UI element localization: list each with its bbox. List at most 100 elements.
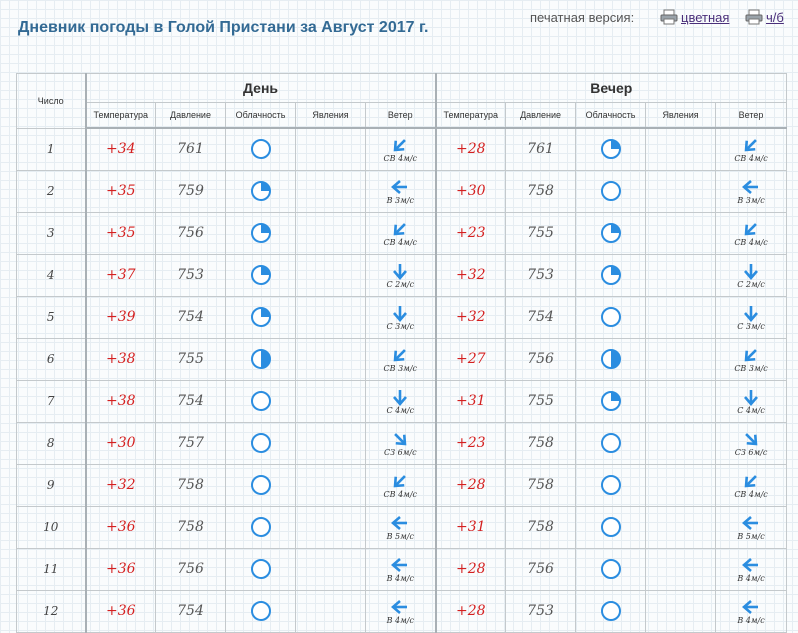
eve-cloudiness bbox=[575, 337, 647, 381]
day-number: 12 bbox=[16, 589, 86, 633]
eve-wind: С 3м/с bbox=[715, 295, 788, 339]
partly-cloudy-icon bbox=[600, 265, 621, 285]
half-cloudy-icon bbox=[600, 349, 621, 369]
wind-text: С 4м/с bbox=[386, 405, 415, 415]
arrow-left-icon bbox=[742, 179, 759, 194]
day-cloudiness bbox=[225, 547, 296, 591]
eve-phenomena bbox=[645, 463, 717, 507]
day-phenomena bbox=[295, 421, 366, 465]
eve-wind: В 3м/с bbox=[715, 169, 788, 213]
clear-sky-icon bbox=[250, 139, 271, 160]
arrow-left-icon bbox=[742, 515, 759, 530]
clear-sky-icon bbox=[600, 307, 621, 327]
day-phenomena bbox=[295, 505, 366, 549]
day-pressure: 758 bbox=[155, 505, 226, 549]
clear-sky-icon bbox=[250, 517, 271, 537]
page-title: Дневник погоды в Голой Пристани за Авгус… bbox=[18, 19, 429, 36]
day-phenomena bbox=[295, 127, 366, 171]
print-color-button[interactable]: цветная bbox=[660, 9, 729, 25]
table-row: 9 +32 758 СВ 4м/с +28 758 СВ 4м/с bbox=[16, 463, 788, 507]
day-temperature: +37 bbox=[84, 253, 156, 297]
half-cloudy-icon bbox=[250, 349, 271, 369]
wind-text: В 3м/с bbox=[737, 195, 765, 205]
day-phenomena bbox=[295, 379, 366, 423]
eve-pressure: 758 bbox=[505, 505, 577, 549]
eve-wind: В 4м/с bbox=[715, 589, 788, 633]
eve-pressure: 753 bbox=[505, 253, 577, 297]
day-wind: В 3м/с bbox=[364, 169, 437, 213]
arrow-down-left-icon bbox=[393, 348, 407, 361]
print-version-label: печатная версия: bbox=[530, 10, 635, 25]
wind-text: В 5м/с bbox=[737, 531, 765, 541]
wind-text: СВ 4м/с bbox=[734, 489, 768, 499]
eve-phenomena bbox=[645, 211, 717, 255]
number-header: Число bbox=[16, 73, 86, 129]
eve-cloudiness bbox=[575, 211, 647, 255]
day-number: 5 bbox=[16, 295, 86, 339]
day-temperature: +36 bbox=[84, 547, 156, 591]
arrow-down-icon bbox=[744, 305, 759, 322]
day-phenomena bbox=[295, 463, 366, 507]
eve-phenomena bbox=[645, 127, 717, 171]
clear-sky-icon bbox=[600, 433, 621, 453]
table-row: 4 +37 753 С 2м/с +32 753 С 2м/с bbox=[16, 253, 788, 297]
eve-phenomena bbox=[645, 589, 717, 633]
day-pressure: 758 bbox=[155, 463, 226, 507]
eve-cloudiness bbox=[575, 127, 647, 171]
day-phenomena bbox=[295, 211, 366, 255]
arrow-left-icon bbox=[391, 515, 408, 530]
day-cloudiness bbox=[225, 337, 296, 381]
day-wind: В 4м/с bbox=[364, 589, 437, 633]
wind-text: В 4м/с bbox=[386, 615, 414, 625]
evening-header: Вечер bbox=[434, 73, 788, 103]
eve-cloudiness bbox=[575, 505, 647, 549]
table-row: 7 +38 754 С 4м/с +31 755 С 4м/с bbox=[16, 379, 788, 423]
wind-text: СВ 4м/с bbox=[383, 237, 417, 247]
day-wind: СВ 4м/с bbox=[364, 127, 437, 171]
day-wind: С 3м/с bbox=[364, 295, 437, 339]
partly-cloudy-icon bbox=[600, 139, 621, 160]
day-cloudiness bbox=[225, 589, 296, 633]
table-row: 8 +30 757 СЗ 6м/с +23 758 СЗ 6м/с bbox=[16, 421, 788, 465]
print-bw-link[interactable]: ч/б bbox=[766, 9, 784, 25]
eve-temperature: +28 bbox=[434, 547, 507, 591]
day-pressure: 756 bbox=[155, 211, 226, 255]
day-cloudiness bbox=[225, 421, 296, 465]
eve-wind: СВ 4м/с bbox=[715, 211, 788, 255]
col-wind: Ветер bbox=[715, 102, 788, 129]
day-wind: СЗ 6м/с bbox=[364, 421, 437, 465]
day-wind: С 4м/с bbox=[364, 379, 437, 423]
wind-text: В 4м/с bbox=[386, 573, 414, 583]
day-number: 1 bbox=[16, 127, 86, 171]
day-number: 7 bbox=[16, 379, 86, 423]
arrow-down-icon bbox=[393, 263, 408, 280]
arrow-left-icon bbox=[742, 557, 759, 572]
arrow-down-right-icon bbox=[745, 432, 758, 445]
eve-temperature: +23 bbox=[434, 421, 507, 465]
print-bw-button[interactable]: ч/б bbox=[745, 9, 784, 25]
eve-cloudiness bbox=[575, 547, 647, 591]
printer-icon bbox=[660, 9, 678, 25]
arrow-down-icon bbox=[744, 263, 759, 280]
wind-text: СВ 4м/с bbox=[734, 153, 768, 163]
wind-text: В 4м/с bbox=[737, 573, 765, 583]
day-cloudiness bbox=[225, 295, 296, 339]
clear-sky-icon bbox=[250, 391, 271, 411]
print-color-link[interactable]: цветная bbox=[681, 9, 730, 25]
eve-phenomena bbox=[645, 337, 717, 381]
arrow-down-left-icon bbox=[393, 474, 407, 487]
arrow-down-left-icon bbox=[744, 222, 757, 235]
day-pressure: 754 bbox=[155, 295, 226, 339]
wind-text: СЗ 6м/с bbox=[384, 447, 417, 457]
table-row: 6 +38 755 СВ 3м/с +27 756 СВ 3м/с bbox=[16, 337, 788, 381]
table-row: 10 +36 758 В 5м/с +31 758 В 5м/с bbox=[16, 505, 788, 549]
wind-text: СЗ 6м/с bbox=[734, 447, 768, 457]
day-phenomena bbox=[295, 547, 366, 591]
partly-cloudy-icon bbox=[250, 223, 271, 243]
wind-text: В 4м/с bbox=[737, 615, 765, 625]
eve-phenomena bbox=[645, 379, 717, 423]
arrow-down-left-icon bbox=[393, 138, 407, 152]
eve-temperature: +27 bbox=[434, 337, 507, 381]
day-pressure: 756 bbox=[155, 547, 226, 591]
col-pressure: Давление bbox=[155, 102, 226, 129]
